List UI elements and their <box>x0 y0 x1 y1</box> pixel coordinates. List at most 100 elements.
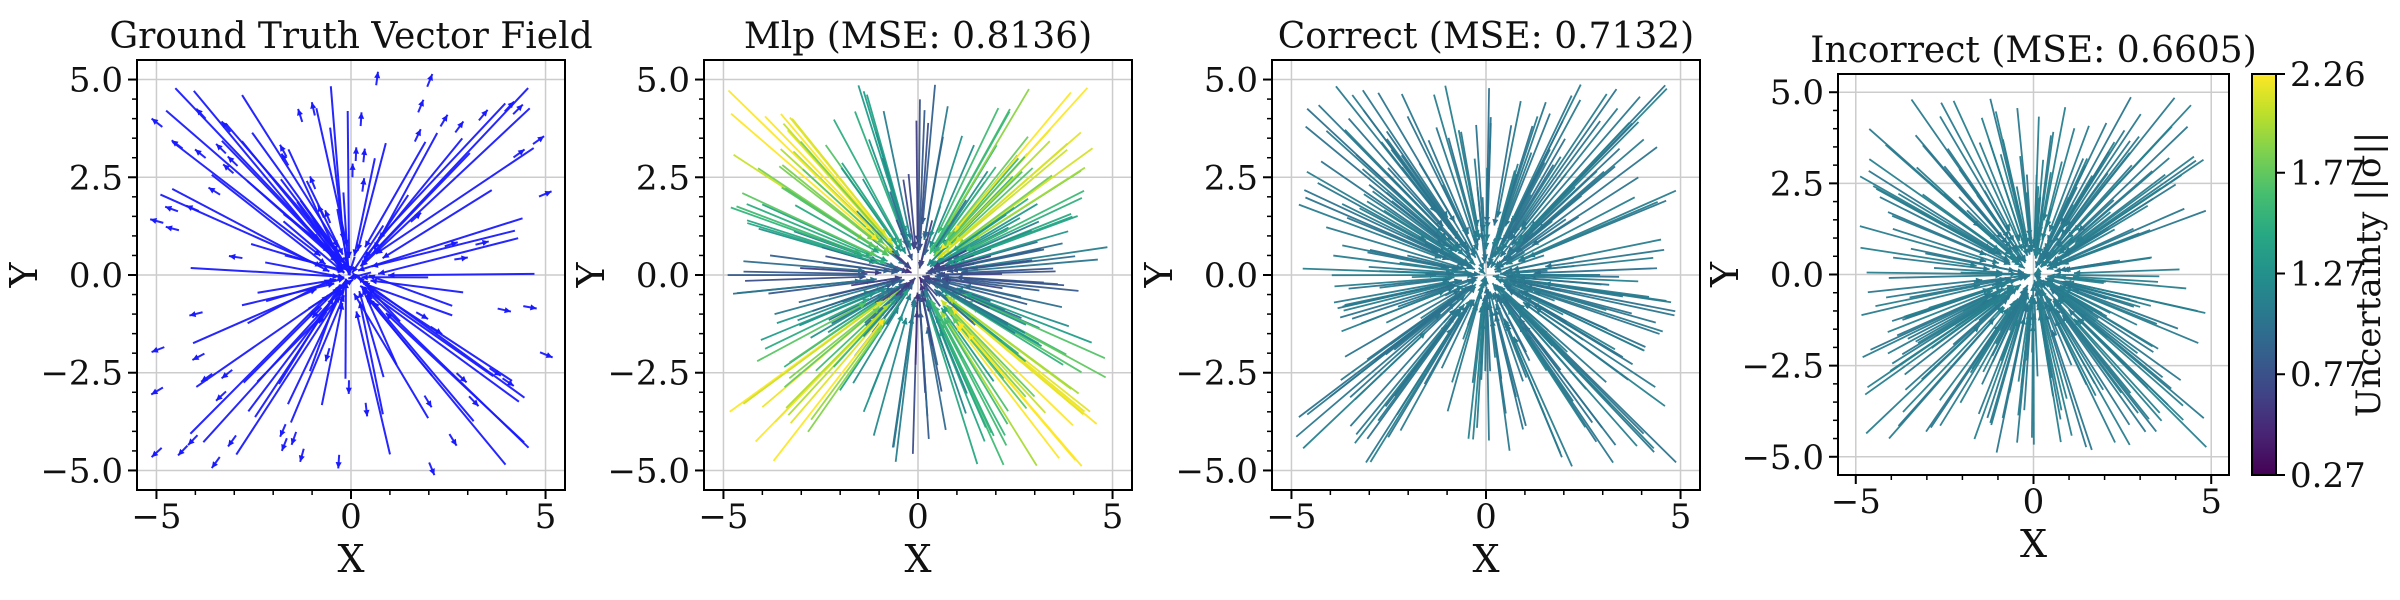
arrow-head <box>425 400 432 408</box>
arrow <box>1545 248 1665 268</box>
arrow <box>1343 282 1453 312</box>
arrow <box>1518 276 1602 286</box>
y-axis-label: Y <box>2 262 46 289</box>
arrow-head <box>332 273 339 280</box>
arrow <box>1444 85 1479 237</box>
arrow-head <box>1521 290 1529 297</box>
arrow <box>862 294 901 338</box>
arrow <box>964 292 1093 344</box>
arrow-head <box>2018 293 2025 301</box>
arrow <box>1494 314 1524 430</box>
arrow <box>946 304 1036 398</box>
arrow <box>788 288 901 380</box>
arrow <box>935 315 987 428</box>
arrow <box>2058 285 2138 326</box>
arrow <box>2042 107 2067 221</box>
arrow <box>2025 192 2033 253</box>
arrow-head <box>429 468 435 476</box>
arrow-head <box>1975 277 1983 284</box>
arrow <box>367 287 494 378</box>
arrow <box>930 299 1008 446</box>
arrow <box>1495 284 1568 353</box>
arrow <box>1485 303 1490 441</box>
arrow <box>2067 281 2206 314</box>
arrow <box>1925 252 2016 272</box>
arrow <box>190 267 339 278</box>
arrow-head <box>1481 256 1488 264</box>
arrow <box>1493 206 1520 258</box>
arrow-head <box>309 176 316 184</box>
arrow <box>1502 265 1575 275</box>
arrow <box>875 131 911 248</box>
arrow <box>921 84 936 225</box>
arrow-head <box>2058 298 2065 305</box>
arrow <box>954 215 1073 262</box>
colorbar-tick-label: 0.77 <box>2290 355 2366 395</box>
arrow-head <box>461 255 468 262</box>
arrow <box>195 282 346 388</box>
arrow <box>929 279 990 309</box>
arrow-head <box>937 252 944 259</box>
arrow-head <box>354 311 361 319</box>
arrow <box>741 192 877 257</box>
arrow-head <box>2002 231 2009 238</box>
arrow <box>2073 268 2180 274</box>
arrow-head <box>1472 243 1479 251</box>
arrow-head <box>2043 281 2051 288</box>
arrow-head <box>349 163 356 170</box>
arrow <box>1909 277 2012 299</box>
arrow-head <box>227 156 235 164</box>
arrow-head <box>506 379 514 386</box>
arrow-head <box>922 281 929 289</box>
arrow <box>798 287 887 327</box>
arrow <box>780 113 884 235</box>
arrow <box>923 290 968 394</box>
arrow-head <box>917 261 924 269</box>
arrow-head <box>1506 258 1514 265</box>
arrow <box>2073 187 2162 249</box>
arrow <box>1500 296 1594 424</box>
arrow-head <box>1991 299 1999 306</box>
arrow <box>2054 308 2131 426</box>
arrow <box>785 303 890 409</box>
arrow-head <box>1501 255 1509 262</box>
arrow-head <box>297 108 303 116</box>
y-tick-label: 0.0 <box>1770 256 1824 296</box>
arrow-head <box>2059 245 2067 252</box>
arrow-head <box>1504 285 1512 292</box>
arrow <box>171 141 322 257</box>
arrow-head <box>2054 271 2061 278</box>
arrow-head <box>1488 257 1494 265</box>
arrow <box>794 204 880 254</box>
arrow-head <box>879 258 887 265</box>
arrow-head <box>1524 325 1531 333</box>
arrow <box>743 270 868 275</box>
arrow <box>1516 283 1664 333</box>
arrow <box>241 94 340 248</box>
arrow <box>1989 98 2028 248</box>
arrow <box>730 206 887 265</box>
arrow <box>1420 286 1468 320</box>
arrow <box>1520 107 1619 232</box>
arrow <box>943 156 1026 247</box>
arrow-head <box>211 461 218 469</box>
arrow-head <box>356 243 363 251</box>
arrow <box>951 230 1069 267</box>
y-tick-label: 0.0 <box>69 256 123 296</box>
arrow-head <box>890 278 898 285</box>
arrow-head <box>2012 319 2019 327</box>
arrow <box>160 193 322 268</box>
arrow-head <box>939 279 947 286</box>
arrow <box>1916 166 1998 242</box>
colorbar-tick-label: 1.77 <box>2290 154 2366 194</box>
arrow <box>1425 273 1477 276</box>
arrow-head <box>373 301 380 309</box>
arrow-head <box>858 271 865 279</box>
arrow <box>1472 309 1485 440</box>
arrow <box>1973 319 2019 440</box>
arrow <box>800 267 882 274</box>
arrow <box>1930 324 2001 429</box>
arrow-head <box>2063 297 2071 304</box>
colorbar-tick-label: 1.27 <box>2290 254 2366 294</box>
